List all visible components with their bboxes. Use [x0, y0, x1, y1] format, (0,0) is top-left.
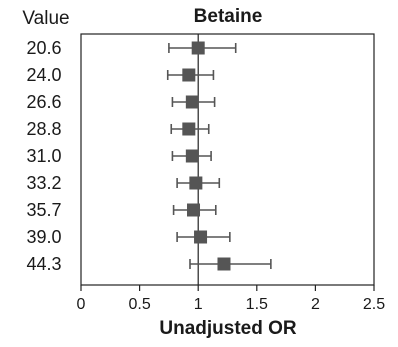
- x-axis-label: Unadjusted OR: [159, 318, 297, 339]
- or-marker: [182, 122, 196, 136]
- row-estimate: [168, 41, 237, 55]
- row-estimate: [166, 68, 215, 82]
- or-marker: [191, 41, 205, 55]
- x-tick-label: 2: [311, 296, 320, 313]
- row-estimate: [172, 203, 217, 217]
- or-marker: [185, 95, 199, 109]
- or-marker: [194, 230, 208, 244]
- row-label: 35.7: [26, 200, 61, 220]
- x-tick-label: 1: [194, 296, 203, 313]
- row-estimate: [171, 149, 212, 163]
- chart-title: Betaine: [194, 6, 263, 27]
- or-marker: [217, 257, 231, 271]
- row-label: 33.2: [26, 173, 61, 193]
- row-estimate: [189, 257, 272, 271]
- row-label: 20.6: [26, 38, 61, 58]
- x-axis: 0 0.5 1 1.5 2 2.5: [77, 285, 385, 313]
- or-marker: [182, 68, 196, 82]
- x-tick-label: 2.5: [363, 296, 385, 313]
- or-marker: [187, 203, 201, 217]
- plot-area: [80, 33, 375, 286]
- or-marker: [185, 149, 199, 163]
- row-label: 24.0: [26, 65, 61, 85]
- row-estimate: [170, 122, 210, 136]
- row-label: 39.0: [26, 227, 61, 247]
- or-marker: [189, 176, 203, 190]
- row-label: 31.0: [26, 146, 61, 166]
- plot-frame: [80, 33, 375, 286]
- x-tick-label: 1.5: [246, 296, 268, 313]
- x-tick-label: 0: [77, 296, 86, 313]
- row-label: 28.8: [26, 119, 61, 139]
- row-header: Value: [22, 8, 69, 29]
- row-label: 44.3: [26, 254, 61, 274]
- row-labels: 20.6 24.0 26.6 28.8 31.0 33.2 35.7 39.0 44.3: [26, 38, 61, 274]
- row-label: 26.6: [26, 92, 61, 112]
- row-estimate: [171, 95, 216, 109]
- x-tick-label: 0.5: [128, 296, 150, 313]
- row-estimate: [176, 176, 221, 190]
- row-estimate: [176, 230, 231, 244]
